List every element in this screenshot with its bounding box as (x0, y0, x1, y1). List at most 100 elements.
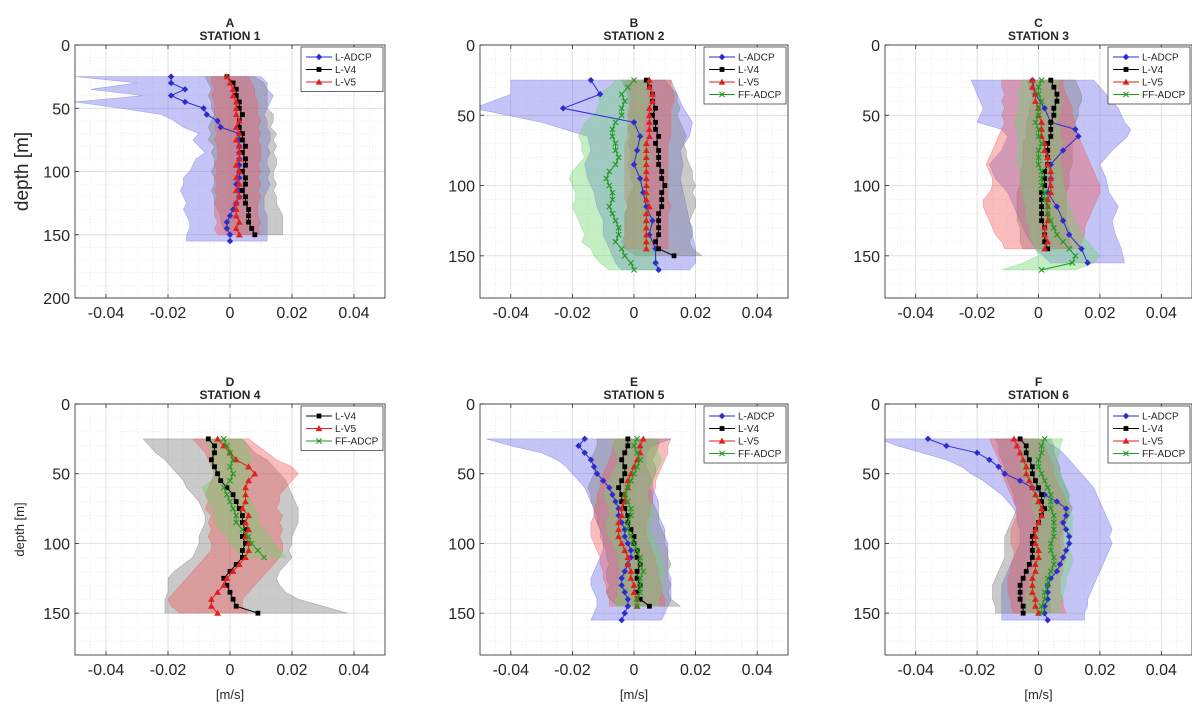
ff-adcp-point (1038, 449, 1045, 456)
ff-adcp-point (230, 470, 237, 477)
l-v5-point (1032, 533, 1039, 540)
l-v4-point (240, 131, 245, 136)
y-tick-label: 100 (43, 536, 70, 553)
l-v5-point (1041, 224, 1049, 231)
x-tick-label: 0.04 (338, 662, 369, 679)
l-adcp-spread-band (75, 76, 274, 242)
l-adcp-point (1062, 512, 1070, 519)
ff-adcp-point (618, 112, 625, 119)
l-v4-point (622, 506, 628, 511)
l-v5-point (235, 155, 243, 162)
l-adcp-point (1059, 554, 1067, 561)
l-v5-point (618, 540, 626, 547)
l-v4-point (634, 568, 640, 574)
ff-adcp-point (233, 519, 240, 526)
ff-adcp-point (634, 596, 641, 603)
l-v4-point (1042, 176, 1048, 181)
l-adcp-point (621, 568, 628, 575)
legend-marker (1123, 67, 1129, 72)
legend-label: FF-ADCP (738, 449, 782, 460)
legend-marker (1122, 412, 1130, 420)
l-v5-point (621, 547, 629, 554)
ff-adcp-point (612, 140, 619, 147)
l-v5-point (1028, 484, 1036, 491)
x-tick-label: -0.04 (897, 305, 934, 322)
l-v5-point (642, 161, 650, 168)
l-v5-point (232, 174, 240, 181)
panel-letter: E (630, 375, 638, 389)
legend-label: L-ADCP (738, 53, 775, 64)
l-v5-point (214, 588, 221, 595)
x-tick-label: 0.04 (742, 662, 773, 679)
l-v4-point (1045, 148, 1051, 153)
y-tick-label: 150 (853, 249, 880, 266)
l-v5-point (242, 498, 249, 505)
legend-marker (1123, 426, 1129, 431)
l-v4-point (653, 140, 658, 146)
legend-label: L-V4 (1142, 424, 1164, 435)
l-v4-point (653, 239, 658, 245)
panel-a: -0.04 -0.02 0 0.02 0.04 0 50 100 150 200 ASTATION … (12, 16, 386, 322)
l-adcp-point (621, 589, 628, 596)
l-v5-point (1028, 581, 1036, 588)
l-v4-point (625, 513, 631, 518)
x-tick-label: 0 (1034, 662, 1043, 679)
l-v5-point (624, 560, 632, 567)
y-tick-label: 100 (448, 536, 475, 553)
l-v5-point (229, 92, 237, 99)
l-v5-point (1022, 463, 1030, 470)
legend-marker (316, 413, 322, 419)
l-v5-point (1019, 456, 1027, 463)
ff-adcp-point (609, 133, 616, 140)
panel-title: STATION 5 (604, 388, 665, 402)
ff-adcp-point (631, 470, 637, 477)
l-adcp-point (633, 147, 641, 154)
l-v5-point (232, 199, 240, 206)
ff-adcp-point (624, 498, 631, 505)
l-v4-point (1029, 541, 1035, 546)
l-v4-point (653, 105, 658, 111)
ff-adcp-point (1038, 442, 1045, 449)
l-v5-point (642, 154, 650, 161)
ff-adcp-point (1066, 245, 1073, 252)
ff-adcp-point (637, 561, 644, 568)
l-adcp-point (618, 519, 625, 526)
l-adcp-point (1062, 526, 1070, 533)
l-adcp-point (649, 217, 656, 224)
l-v4-point (659, 176, 665, 181)
ff-adcp-point (624, 519, 631, 526)
l-v4-point (625, 443, 631, 449)
ff-adcp-spread-band (602, 438, 666, 607)
l-v4-point (215, 471, 220, 477)
l-v5-point (642, 231, 650, 238)
l-v5-point (1044, 154, 1052, 161)
legend-label: FF-ADCP (1142, 90, 1186, 101)
legend-marker (718, 53, 726, 61)
ff-adcp-point (1041, 596, 1048, 603)
l-v5-point (235, 168, 243, 175)
l-v4-point (1029, 471, 1035, 477)
x-tick-label: 0.02 (276, 662, 307, 679)
ff-adcp-point (627, 512, 634, 519)
ff-adcp-point (634, 463, 641, 470)
ff-adcp-point (1041, 189, 1048, 196)
l-adcp-point (646, 231, 653, 238)
ff-adcp-point (624, 526, 631, 533)
l-v4-point (252, 232, 258, 238)
l-v5-point (1032, 491, 1039, 498)
l-v4-point (1020, 603, 1026, 609)
l-v4-point (246, 207, 251, 212)
l-adcp-point (1053, 498, 1061, 505)
l-v5-point (232, 111, 240, 118)
ff-adcp-point (631, 442, 637, 449)
l-v4-point (233, 86, 239, 92)
legend-marker (719, 450, 725, 457)
l-v4-point (631, 534, 637, 539)
l-v5-point (1032, 595, 1039, 602)
y-tick-label: 200 (43, 291, 70, 308)
